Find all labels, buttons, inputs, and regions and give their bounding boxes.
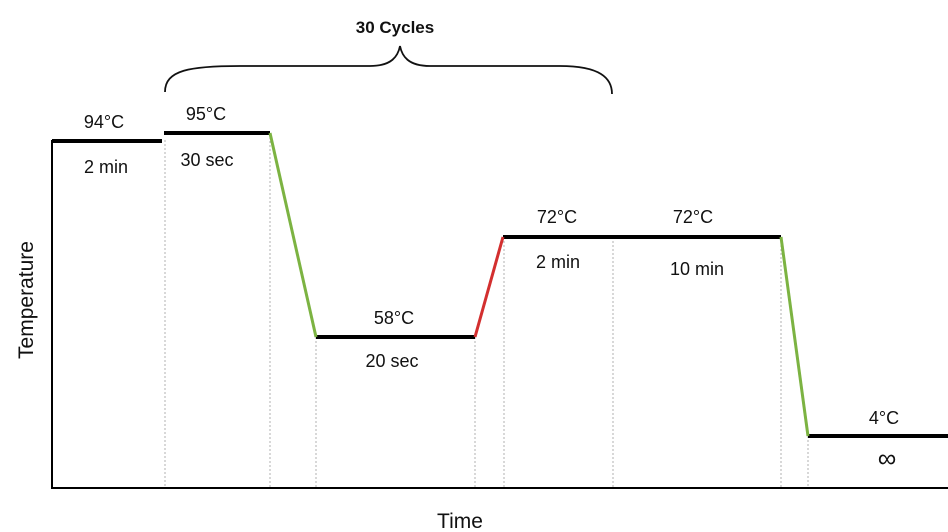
time-label-final-extension: 10 min bbox=[670, 259, 724, 279]
temp-label-extension: 72°C bbox=[537, 207, 577, 227]
time-label-hold: ∞ bbox=[878, 443, 897, 473]
cycle-brace bbox=[164, 45, 613, 95]
temp-label-hold: 4°C bbox=[869, 408, 899, 428]
time-label-initial-denaturation: 2 min bbox=[84, 157, 128, 177]
y-axis-label: Temperature bbox=[15, 241, 38, 359]
temp-label-annealing: 58°C bbox=[374, 308, 414, 328]
step-dividers bbox=[164, 133, 809, 488]
x-axis-label: Time bbox=[437, 510, 483, 532]
time-label-annealing: 20 sec bbox=[365, 351, 418, 371]
temp-label-denaturation: 95°C bbox=[186, 104, 226, 124]
cooling-ramp-1 bbox=[268, 132, 318, 338]
temperature-plateaus bbox=[52, 131, 948, 438]
time-label-denaturation: 30 sec bbox=[180, 150, 233, 170]
cycle-count-label: 30 Cycles bbox=[356, 18, 434, 37]
time-label-extension: 2 min bbox=[536, 252, 580, 272]
temp-label-initial-denaturation: 94°C bbox=[84, 112, 124, 132]
heating-ramp bbox=[473, 236, 505, 338]
temp-label-final-extension: 72°C bbox=[673, 207, 713, 227]
cooling-ramp-2 bbox=[779, 236, 810, 437]
